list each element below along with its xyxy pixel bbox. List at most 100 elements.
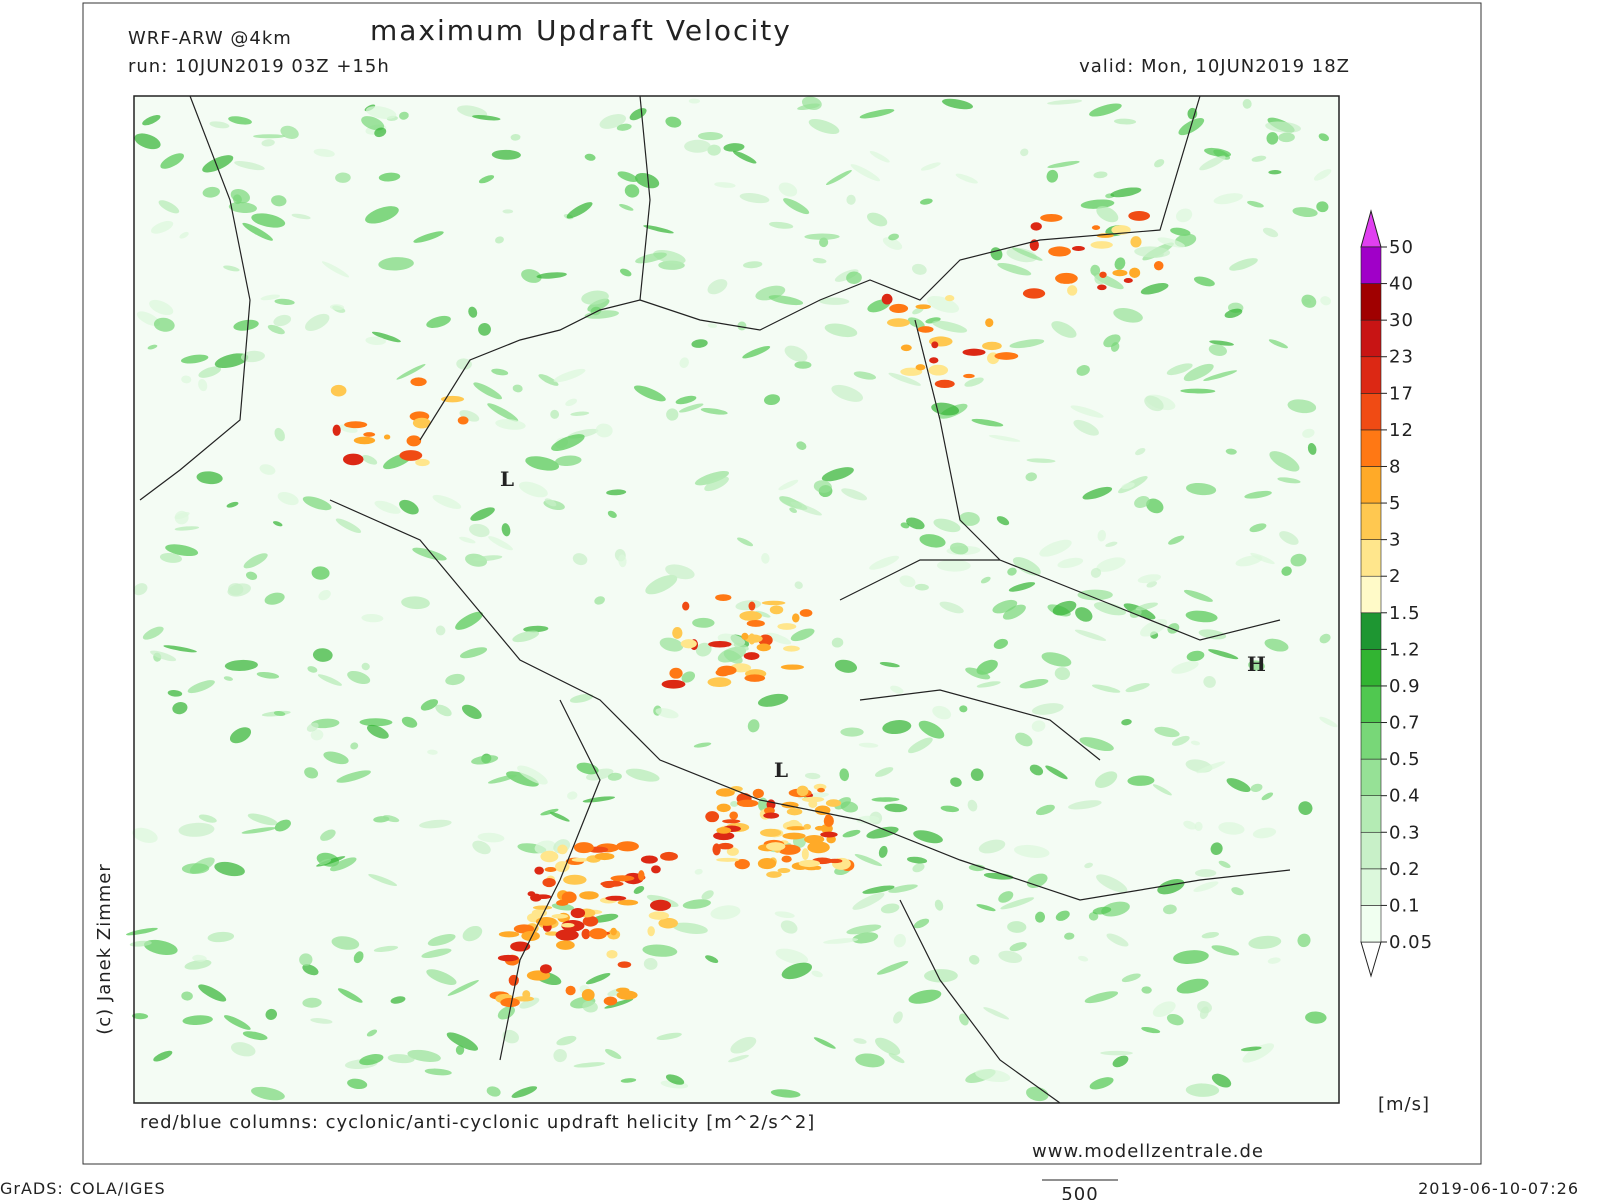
field-blob — [566, 202, 593, 219]
field-blob — [187, 680, 215, 694]
field-blob — [361, 613, 384, 623]
field-blob — [456, 358, 472, 370]
storm-cell — [539, 964, 552, 974]
field-blob — [1070, 405, 1104, 418]
field-blob — [361, 116, 385, 131]
field-blob — [1190, 740, 1201, 746]
field-blob — [693, 742, 712, 748]
map: L L H — [126, 95, 1340, 1104]
field-blob — [523, 625, 549, 633]
field-blob — [512, 630, 540, 643]
field-blob — [893, 1011, 903, 1024]
field-blob — [768, 295, 804, 306]
field-blob — [1277, 477, 1301, 484]
field-blob — [766, 632, 792, 645]
storm-cell — [715, 668, 731, 677]
storm-cell — [1055, 272, 1078, 284]
storm-cell — [716, 826, 732, 834]
field-blob — [538, 374, 559, 386]
field-blob — [306, 722, 319, 732]
storm-cell — [715, 594, 732, 601]
field-blob — [846, 924, 882, 935]
field-blob — [202, 155, 234, 173]
field-blob — [302, 964, 319, 976]
storm-cell — [783, 645, 800, 652]
field-blob — [310, 1018, 333, 1024]
field-blob — [329, 857, 357, 872]
storm-cell — [1128, 210, 1151, 221]
colorbar-band — [1360, 905, 1382, 943]
field-blob — [1090, 567, 1102, 578]
colorbar-label: 50 — [1389, 237, 1414, 258]
field-blob — [567, 791, 578, 800]
field-blob — [1183, 589, 1213, 602]
colorbar-label: 23 — [1389, 347, 1414, 368]
field-blob — [1235, 555, 1263, 567]
storm-cell — [713, 831, 735, 841]
field-blob — [867, 212, 888, 227]
field-blob — [1114, 257, 1126, 270]
field-blob — [908, 989, 942, 1004]
field-blob — [1029, 764, 1044, 776]
field-blob — [707, 279, 728, 295]
field-blob — [804, 233, 840, 240]
pressure-label: L — [774, 758, 788, 782]
field-blob — [1186, 482, 1217, 496]
field-blob — [329, 304, 345, 311]
field-blob — [813, 480, 832, 493]
field-blob — [796, 441, 807, 450]
field-blob — [700, 407, 728, 415]
storm-cell — [605, 895, 627, 901]
field-blob — [919, 534, 946, 548]
field-blob — [1082, 486, 1113, 500]
field-blob — [783, 198, 810, 215]
storm-cell — [814, 825, 826, 831]
field-blob — [852, 892, 885, 910]
field-blob — [1211, 945, 1240, 956]
storm-cell — [342, 453, 364, 466]
field-blob — [1113, 118, 1137, 125]
field-blob — [521, 269, 542, 283]
field-blob — [656, 1032, 682, 1040]
field-blob — [511, 1086, 538, 1098]
field-blob — [992, 599, 1018, 614]
storm-cell — [557, 844, 568, 855]
field-blob — [675, 395, 697, 405]
field-blob — [427, 749, 438, 755]
storm-cell — [610, 927, 617, 936]
field-blob — [617, 171, 638, 183]
field-blob — [1007, 921, 1027, 933]
field-blob — [1261, 792, 1274, 801]
field-blob — [260, 294, 281, 301]
storm-cell — [748, 601, 756, 611]
storm-cell — [786, 826, 808, 831]
field-blob — [1186, 650, 1205, 662]
colorbar-label: 1.2 — [1389, 639, 1421, 660]
storm-cell — [944, 295, 955, 302]
field-blob — [1000, 897, 1035, 910]
storm-cell — [542, 877, 556, 888]
title: maximum Updraft Velocity — [370, 14, 792, 47]
field-blob — [1101, 901, 1130, 917]
field-blob — [672, 922, 708, 934]
field-blob — [875, 767, 894, 777]
field-blob — [365, 206, 399, 224]
field-blob — [743, 261, 763, 269]
field-blob — [757, 693, 789, 707]
field-blob — [635, 252, 667, 264]
storm-cell — [658, 917, 678, 929]
field-blob — [1176, 978, 1209, 994]
field-blob — [142, 626, 164, 640]
field-blob — [733, 150, 757, 164]
field-blob — [761, 552, 770, 564]
field-blob — [906, 856, 928, 864]
field-blob — [790, 628, 815, 642]
field-blob — [180, 354, 209, 364]
storm-cell — [748, 633, 756, 645]
field-blob — [569, 693, 594, 703]
colorbar-label: 0.7 — [1389, 713, 1421, 734]
colorbar-band — [1360, 612, 1382, 650]
field-blob — [361, 662, 370, 671]
field-blob — [459, 536, 476, 544]
field-blob — [273, 710, 286, 717]
